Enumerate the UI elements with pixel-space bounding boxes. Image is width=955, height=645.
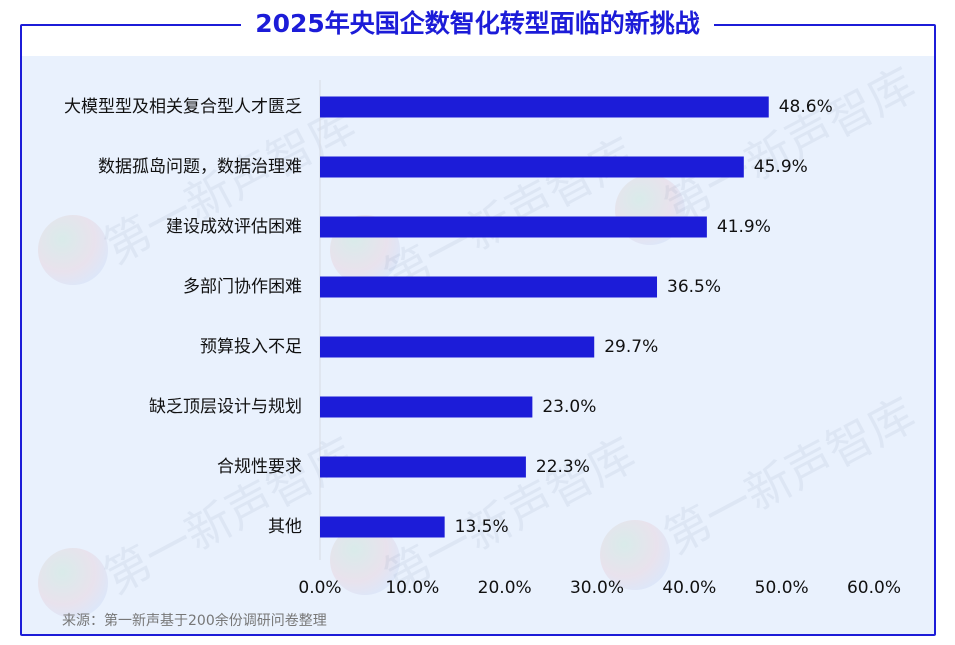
category-label: 数据孤岛问题，数据治理难 xyxy=(98,157,302,177)
bar xyxy=(320,276,658,298)
category-label: 建设成效评估困难 xyxy=(166,217,302,237)
category-label: 多部门协作困难 xyxy=(183,277,302,297)
value-label: 41.9% xyxy=(717,217,771,237)
label-layer: 大模型型及相关复合型人才匮乏 48.6% 数据孤岛问题，数据治理难 45.9% 建设成效… xyxy=(64,97,833,537)
value-label: 45.9% xyxy=(754,157,808,177)
x-tick-label: 50.0% xyxy=(755,578,809,598)
value-label: 48.6% xyxy=(779,97,833,117)
title-wrap: 2025年央国企数智化转型面临的新挑战 xyxy=(0,0,955,48)
source-note: 来源：第一新声基于200余份调研问卷整理 xyxy=(62,613,327,629)
x-tick-label: 40.0% xyxy=(662,578,716,598)
value-label: 13.5% xyxy=(455,517,509,537)
x-tick-label: 0.0% xyxy=(298,578,341,598)
x-tick-label: 60.0% xyxy=(847,578,901,598)
bar xyxy=(320,336,595,358)
x-tick-label: 10.0% xyxy=(385,578,439,598)
value-label: 36.5% xyxy=(667,277,721,297)
bar xyxy=(320,156,744,178)
value-label: 22.3% xyxy=(536,457,590,477)
category-label: 大模型型及相关复合型人才匮乏 xyxy=(64,97,302,117)
x-tick-label: 20.0% xyxy=(478,578,532,598)
bar xyxy=(320,516,445,538)
x-tick-label: 30.0% xyxy=(570,578,624,598)
bar xyxy=(320,456,526,478)
bar xyxy=(320,216,707,238)
chart-title: 2025年央国企数智化转型面临的新挑战 xyxy=(241,0,714,48)
category-label: 其他 xyxy=(268,517,302,537)
category-label: 缺乏顶层设计与规划 xyxy=(149,397,302,417)
value-label: 23.0% xyxy=(542,397,596,417)
bar-layer xyxy=(320,96,769,538)
bar xyxy=(320,96,769,118)
category-label: 合规性要求 xyxy=(217,457,302,477)
axis-layer: 0.0% 10.0% 20.0% 30.0% 40.0% 50.0% 60.0% xyxy=(298,80,901,598)
bar xyxy=(320,396,533,418)
category-label: 预算投入不足 xyxy=(200,337,302,357)
value-label: 29.7% xyxy=(604,337,658,357)
